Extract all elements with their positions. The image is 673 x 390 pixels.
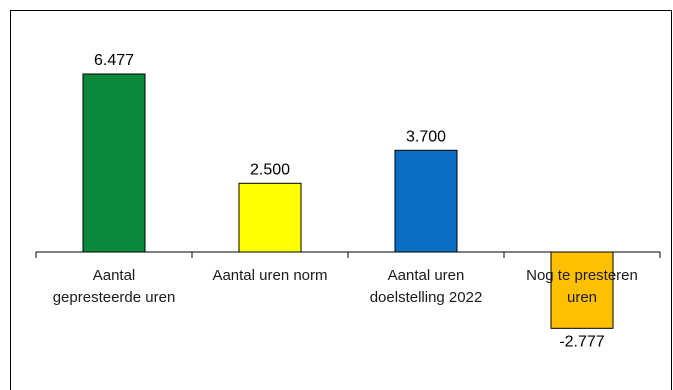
bar-chart: Aantal gepresteerde uren Aantal uren norm A… [35,52,661,350]
category-label-1-line-2: gepresteerde uren [53,289,176,306]
chart-frame [10,10,672,390]
value-labels: 6.477 2.500 3.700 -2.777 [94,52,605,350]
value-label-3: 3.700 [406,128,446,145]
bar-1 [82,73,146,253]
category-label-4-line-1: Nog te presteren [526,267,638,284]
bar-3 [394,149,458,253]
x-axis-ticks [35,252,661,258]
value-label-2: 2.500 [250,161,290,178]
bar-2 [238,182,302,253]
bar-4 [550,251,614,329]
value-label-4: -2.777 [559,333,604,350]
category-label-4-line-2: uren [567,289,597,306]
category-label-1-line-1: Aantal [93,267,136,284]
category-label-2-line-1: Aantal uren norm [212,267,327,284]
value-label-1: 6.477 [94,52,134,69]
category-labels: Aantal gepresteerde uren Aantal uren norm A… [53,267,638,306]
category-label-3-line-2: doelstelling 2022 [370,289,483,306]
category-label-3-line-1: Aantal uren [388,267,465,284]
